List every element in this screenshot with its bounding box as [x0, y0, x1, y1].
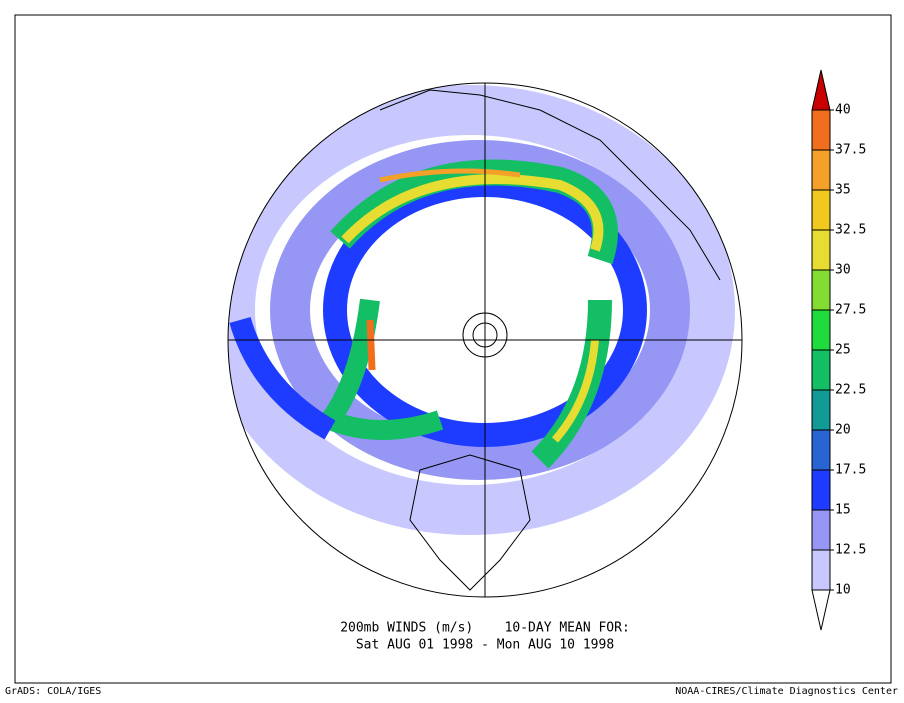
- jet: [551, 339, 599, 443]
- colorbar-band: [811, 149, 831, 191]
- colorbar-label: 40: [835, 103, 851, 118]
- colorbar-label: 10: [835, 583, 851, 598]
- colorbar-label: 17.5: [835, 463, 866, 478]
- colorbar-band: [811, 469, 831, 511]
- colorbar-band: [811, 429, 831, 471]
- jet: [379, 168, 521, 183]
- colorbar-label: 32.5: [835, 223, 866, 238]
- colorbar-over: [811, 69, 831, 111]
- footer-left: GrADS: COLA/IGES: [5, 686, 101, 697]
- colorbar-label: 12.5: [835, 543, 866, 558]
- colorbar-band: [811, 269, 831, 311]
- footer-right: NOAA-CIRES/Climate Diagnostics Center: [675, 686, 898, 697]
- colorbar-band: [811, 189, 831, 231]
- colorbar-label: 22.5: [835, 383, 866, 398]
- colorbar-band: [811, 229, 831, 271]
- colorbar-label: 27.5: [835, 303, 866, 318]
- colorbar-label: 20: [835, 423, 851, 438]
- colorbar-band: [811, 509, 831, 551]
- colorbar-band: [811, 109, 831, 151]
- colorbar-label: 15: [835, 503, 851, 518]
- wind-band: [229, 316, 336, 440]
- colorbar-label: 30: [835, 263, 851, 278]
- map-outline: [227, 82, 743, 598]
- coastline: [409, 454, 531, 591]
- title: 200mb WINDS (m/s) 10-DAY MEAN FOR:: [340, 621, 630, 636]
- jet: [341, 174, 604, 252]
- colorbar: 10 12.5 15 17.5 20 22.5 25 27.5 30 32.5 35 37.5 40: [811, 69, 866, 631]
- colorbar-band: [811, 309, 831, 351]
- colorbar-label: 25: [835, 343, 851, 358]
- coastline: [379, 89, 721, 281]
- subtitle: Sat AUG 01 1998 - Mon AUG 10 1998: [356, 638, 614, 653]
- jet: [366, 319, 376, 371]
- colorbar-label: 37.5: [835, 143, 866, 158]
- colorbar-label: 35: [835, 183, 851, 198]
- colorbar-band: [811, 349, 831, 391]
- colorbar-band: [811, 389, 831, 431]
- colorbar-band: [811, 549, 831, 591]
